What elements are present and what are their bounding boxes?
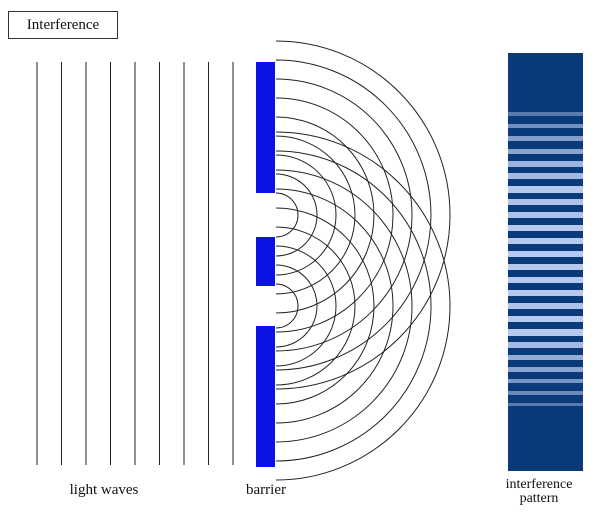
diffracted-wavefronts <box>275 40 451 481</box>
bright-fringe <box>508 161 583 167</box>
bright-fringe <box>508 173 583 179</box>
diffracted-arc <box>275 131 451 481</box>
bright-fringe <box>508 136 583 141</box>
bright-fringe <box>508 199 583 205</box>
interference-pattern <box>508 53 583 471</box>
barrier <box>256 62 275 467</box>
bright-fringe <box>508 303 583 309</box>
bright-fringe <box>508 391 583 395</box>
light-waves-label: light waves <box>69 482 139 498</box>
bright-fringe <box>508 212 583 218</box>
bright-fringe <box>508 149 583 154</box>
diffracted-arc <box>275 40 451 390</box>
diffracted-arc <box>275 78 413 352</box>
diffracted-arc <box>275 150 432 462</box>
bright-fringe <box>508 290 583 296</box>
diffracted-arc <box>275 192 299 238</box>
bright-fringe <box>508 112 583 116</box>
incoming-light-waves <box>36 62 234 465</box>
bright-fringe <box>508 367 583 372</box>
interference-pattern-label-line1: interference <box>505 477 573 492</box>
diffracted-arc <box>275 173 318 257</box>
bright-fringe <box>508 316 583 322</box>
bright-fringe <box>508 264 583 270</box>
diffracted-arc <box>275 116 375 314</box>
bright-fringe <box>508 379 583 383</box>
interference-pattern-label: interference pattern <box>486 478 592 506</box>
interference-pattern-label-line2: pattern <box>519 491 559 506</box>
barrier-segment <box>256 326 275 467</box>
barrier-label: barrier <box>246 482 286 498</box>
diffracted-arc <box>275 283 299 329</box>
diffracted-arc <box>275 97 394 333</box>
bright-fringe <box>508 238 583 244</box>
diffracted-arc <box>275 59 432 371</box>
diffracted-arc <box>275 207 375 405</box>
bright-fringe <box>508 225 583 231</box>
bright-fringe <box>508 329 583 336</box>
bright-fringe <box>508 277 583 283</box>
diffracted-arc <box>275 154 337 276</box>
bright-fringe <box>508 355 583 360</box>
barrier-segment <box>256 237 275 286</box>
pattern-background <box>508 53 583 471</box>
bright-fringe <box>508 124 583 128</box>
diffracted-arc <box>275 264 318 348</box>
diagram-title: Interference <box>8 11 118 39</box>
bright-fringe <box>508 251 583 257</box>
diffracted-arc <box>275 226 356 386</box>
bright-fringe <box>508 403 583 406</box>
diffracted-arc <box>275 245 337 367</box>
bright-fringe <box>508 186 583 193</box>
barrier-segment <box>256 62 275 193</box>
diffracted-arc <box>275 135 356 295</box>
bright-fringe <box>508 342 583 348</box>
diffracted-arc <box>275 188 394 424</box>
diffracted-arc <box>275 169 413 443</box>
